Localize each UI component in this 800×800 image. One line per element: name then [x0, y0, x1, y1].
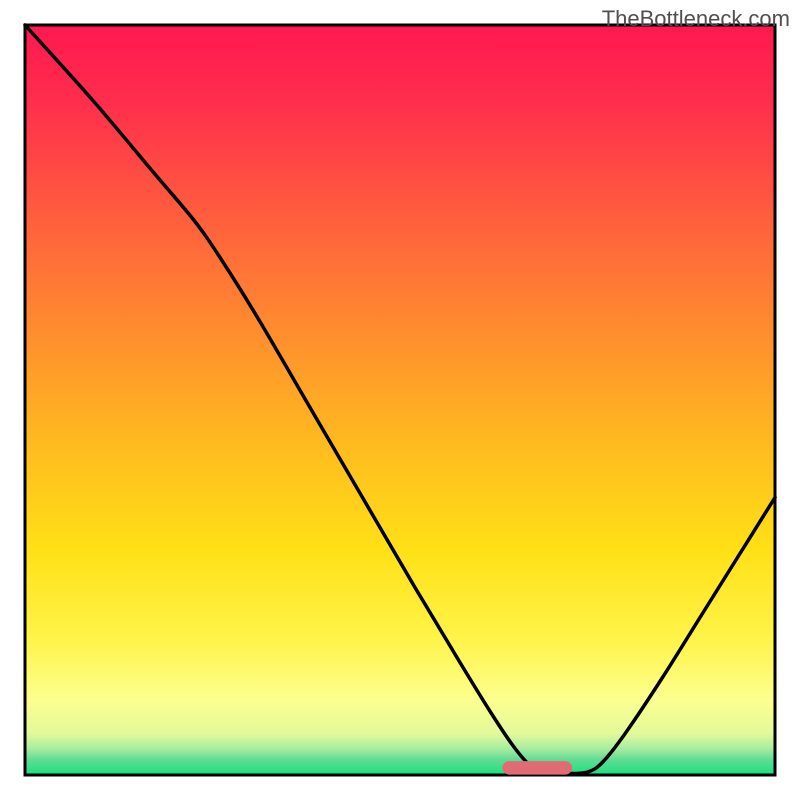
- watermark-text: TheBottleneck.com: [602, 6, 790, 32]
- plot-background: [25, 25, 775, 775]
- optimal-marker: [502, 761, 572, 775]
- bottleneck-chart: TheBottleneck.com: [0, 0, 800, 800]
- chart-svg: [0, 0, 800, 800]
